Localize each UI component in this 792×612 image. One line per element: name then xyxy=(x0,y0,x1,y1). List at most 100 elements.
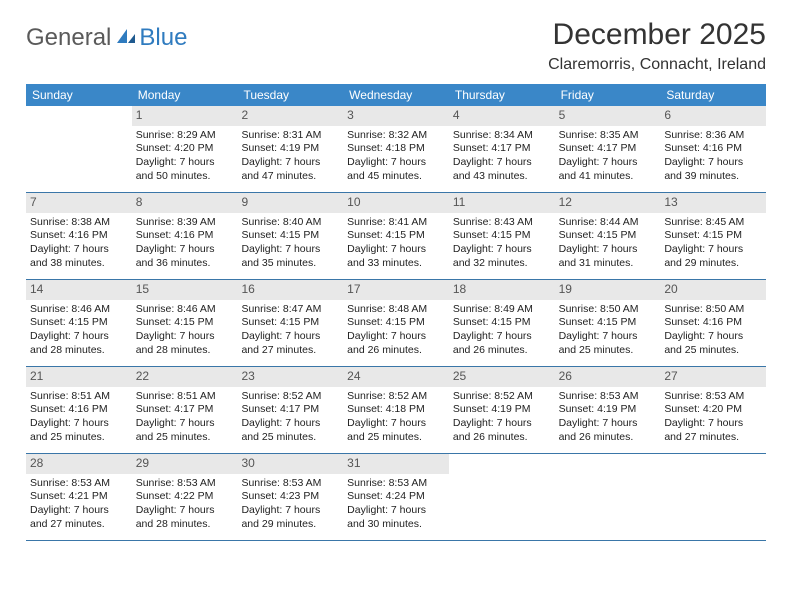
logo-text-gray: General xyxy=(26,24,111,52)
day-number: 16 xyxy=(237,280,343,300)
day-number: 12 xyxy=(555,193,661,213)
day-number: 27 xyxy=(660,367,766,387)
daylight-line: Daylight: 7 hours and 35 minutes. xyxy=(241,243,339,270)
sunrise-line: Sunrise: 8:53 AM xyxy=(664,390,762,404)
day-cell: 28Sunrise: 8:53 AMSunset: 4:21 PMDayligh… xyxy=(26,454,132,540)
day-cell: 18Sunrise: 8:49 AMSunset: 4:15 PMDayligh… xyxy=(449,280,555,366)
title-block: December 2025 Claremorris, Connacht, Ire… xyxy=(548,18,766,74)
sunset-line: Sunset: 4:19 PM xyxy=(559,403,657,417)
daylight-line: Daylight: 7 hours and 30 minutes. xyxy=(347,504,445,531)
sail-icon xyxy=(115,24,137,52)
sunset-line: Sunset: 4:17 PM xyxy=(559,142,657,156)
sunrise-line: Sunrise: 8:51 AM xyxy=(30,390,128,404)
sunrise-line: Sunrise: 8:43 AM xyxy=(453,216,551,230)
sunset-line: Sunset: 4:15 PM xyxy=(347,316,445,330)
day-number: 15 xyxy=(132,280,238,300)
dow-cell: Saturday xyxy=(660,84,766,106)
day-cell: 29Sunrise: 8:53 AMSunset: 4:22 PMDayligh… xyxy=(132,454,238,540)
sunrise-line: Sunrise: 8:52 AM xyxy=(241,390,339,404)
day-cell: 25Sunrise: 8:52 AMSunset: 4:19 PMDayligh… xyxy=(449,367,555,453)
sunrise-line: Sunrise: 8:34 AM xyxy=(453,129,551,143)
daylight-line: Daylight: 7 hours and 36 minutes. xyxy=(136,243,234,270)
day-cell: 4Sunrise: 8:34 AMSunset: 4:17 PMDaylight… xyxy=(449,106,555,192)
day-number: 28 xyxy=(26,454,132,474)
sunrise-line: Sunrise: 8:46 AM xyxy=(136,303,234,317)
page: General Blue December 2025 Claremorris, … xyxy=(0,0,792,541)
sunrise-line: Sunrise: 8:50 AM xyxy=(664,303,762,317)
day-number: 14 xyxy=(26,280,132,300)
sunset-line: Sunset: 4:15 PM xyxy=(453,229,551,243)
day-cell: 13Sunrise: 8:45 AMSunset: 4:15 PMDayligh… xyxy=(660,193,766,279)
sunrise-line: Sunrise: 8:53 AM xyxy=(30,477,128,491)
sunset-line: Sunset: 4:16 PM xyxy=(136,229,234,243)
dow-cell: Friday xyxy=(555,84,661,106)
sunset-line: Sunset: 4:24 PM xyxy=(347,490,445,504)
week-row: 1Sunrise: 8:29 AMSunset: 4:20 PMDaylight… xyxy=(26,106,766,193)
day-number: 22 xyxy=(132,367,238,387)
daylight-line: Daylight: 7 hours and 26 minutes. xyxy=(347,330,445,357)
daylight-line: Daylight: 7 hours and 50 minutes. xyxy=(136,156,234,183)
day-cell: 26 Sunrise: 8:53 AMSunset: 4:19 PMDayligh… xyxy=(555,367,661,453)
location: Claremorris, Connacht, Ireland xyxy=(548,56,766,74)
dow-cell: Sunday xyxy=(26,84,132,106)
month-title: December 2025 xyxy=(548,18,766,52)
day-cell: 19Sunrise: 8:50 AMSunset: 4:15 PMDayligh… xyxy=(555,280,661,366)
daylight-line: Daylight: 7 hours and 25 minutes. xyxy=(664,330,762,357)
day-number: 18 xyxy=(449,280,555,300)
week-row: 7Sunrise: 8:38 AMSunset: 4:16 PMDaylight… xyxy=(26,193,766,280)
days-of-week-header: SundayMondayTuesdayWednesdayThursdayFrid… xyxy=(26,84,766,106)
day-cell: 24Sunrise: 8:52 AMSunset: 4:18 PMDayligh… xyxy=(343,367,449,453)
sunset-line: Sunset: 4:16 PM xyxy=(664,316,762,330)
day-cell: 22Sunrise: 8:51 AMSunset: 4:17 PMDayligh… xyxy=(132,367,238,453)
day-cell: 9Sunrise: 8:40 AMSunset: 4:15 PMDaylight… xyxy=(237,193,343,279)
sunset-line: Sunset: 4:22 PM xyxy=(136,490,234,504)
day-cell: 6Sunrise: 8:36 AMSunset: 4:16 PMDaylight… xyxy=(660,106,766,192)
daylight-line: Daylight: 7 hours and 26 minutes. xyxy=(453,417,551,444)
day-number: 24 xyxy=(343,367,449,387)
sunset-line: Sunset: 4:15 PM xyxy=(241,316,339,330)
sunrise-line: Sunrise: 8:41 AM xyxy=(347,216,445,230)
sunset-line: Sunset: 4:17 PM xyxy=(453,142,551,156)
daylight-line: Daylight: 7 hours and 25 minutes. xyxy=(241,417,339,444)
sunrise-line: Sunrise: 8:46 AM xyxy=(30,303,128,317)
sunrise-line: Sunrise: 8:53 AM xyxy=(559,390,657,404)
sunrise-line: Sunrise: 8:44 AM xyxy=(559,216,657,230)
sunset-line: Sunset: 4:17 PM xyxy=(136,403,234,417)
daylight-line: Daylight: 7 hours and 26 minutes. xyxy=(559,417,657,444)
sunset-line: Sunset: 4:15 PM xyxy=(30,316,128,330)
day-cell: 20Sunrise: 8:50 AMSunset: 4:16 PMDayligh… xyxy=(660,280,766,366)
daylight-line: Daylight: 7 hours and 29 minutes. xyxy=(241,504,339,531)
day-number: 26 xyxy=(555,367,661,387)
daylight-line: Daylight: 7 hours and 33 minutes. xyxy=(347,243,445,270)
sunset-line: Sunset: 4:15 PM xyxy=(559,229,657,243)
day-cell: 31Sunrise: 8:53 AMSunset: 4:24 PMDayligh… xyxy=(343,454,449,540)
day-number: 2 xyxy=(237,106,343,126)
day-cell: 15Sunrise: 8:46 AMSunset: 4:15 PMDayligh… xyxy=(132,280,238,366)
sunrise-line: Sunrise: 8:52 AM xyxy=(453,390,551,404)
day-number: 25 xyxy=(449,367,555,387)
sunrise-line: Sunrise: 8:31 AM xyxy=(241,129,339,143)
daylight-line: Daylight: 7 hours and 25 minutes. xyxy=(30,417,128,444)
sunrise-line: Sunrise: 8:53 AM xyxy=(347,477,445,491)
day-number: 9 xyxy=(237,193,343,213)
day-number: 29 xyxy=(132,454,238,474)
sunrise-line: Sunrise: 8:51 AM xyxy=(136,390,234,404)
sunset-line: Sunset: 4:15 PM xyxy=(136,316,234,330)
day-cell: 11Sunrise: 8:43 AMSunset: 4:15 PMDayligh… xyxy=(449,193,555,279)
daylight-line: Daylight: 7 hours and 47 minutes. xyxy=(241,156,339,183)
sunset-line: Sunset: 4:21 PM xyxy=(30,490,128,504)
day-cell: 14Sunrise: 8:46 AMSunset: 4:15 PMDayligh… xyxy=(26,280,132,366)
sunset-line: Sunset: 4:20 PM xyxy=(664,403,762,417)
dow-cell: Thursday xyxy=(449,84,555,106)
logo: General Blue xyxy=(26,18,187,52)
day-cell: 17Sunrise: 8:48 AMSunset: 4:15 PMDayligh… xyxy=(343,280,449,366)
day-number: 19 xyxy=(555,280,661,300)
daylight-line: Daylight: 7 hours and 26 minutes. xyxy=(453,330,551,357)
sunset-line: Sunset: 4:16 PM xyxy=(30,229,128,243)
daylight-line: Daylight: 7 hours and 25 minutes. xyxy=(347,417,445,444)
sunset-line: Sunset: 4:19 PM xyxy=(241,142,339,156)
day-number: 21 xyxy=(26,367,132,387)
day-number: 8 xyxy=(132,193,238,213)
day-number: 30 xyxy=(237,454,343,474)
day-number: 10 xyxy=(343,193,449,213)
